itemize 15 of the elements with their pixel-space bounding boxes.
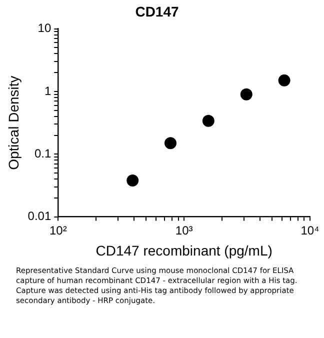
point <box>164 137 176 150</box>
y-tick-label: 10 <box>38 21 52 36</box>
y-axis-title: Optical Density <box>5 76 22 170</box>
x-axis-title: CD147 recombinant (pg/mL) <box>96 242 272 258</box>
point <box>202 114 214 127</box>
point <box>278 74 290 86</box>
y-tick-label: 0.1 <box>34 146 52 160</box>
chart-title: CD147 <box>135 3 179 20</box>
y-tick-label: 1 <box>44 84 52 98</box>
x-tick-label: 10⁴ <box>300 223 320 238</box>
point <box>240 88 252 100</box>
x-tick-label: 10² <box>49 223 67 238</box>
y-tick-label: 0.01 <box>28 209 52 224</box>
point <box>126 174 139 186</box>
x-tick-label: 10³ <box>175 223 193 238</box>
